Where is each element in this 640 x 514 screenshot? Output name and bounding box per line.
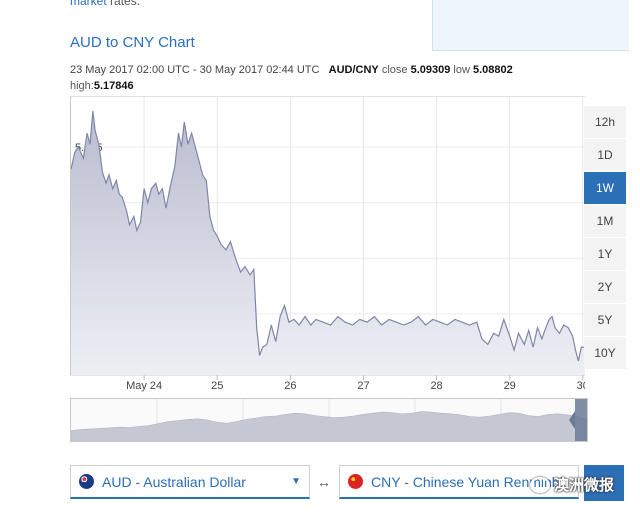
range-button-1d[interactable]: 1D: [584, 139, 626, 171]
range-button-2y[interactable]: 2Y: [584, 271, 626, 303]
x-tick-label: 30: [577, 380, 585, 392]
navigator-handle-icon: [569, 411, 587, 429]
navigator-window: [575, 399, 587, 441]
navigator-area: [71, 411, 587, 441]
market-link[interactable]: market: [70, 0, 107, 8]
x-tick-label: 29: [504, 380, 516, 392]
date-range: 23 May 2017 02:00 UTC - 30 May 2017 02:4…: [70, 64, 320, 76]
to-currency-label: CNY - Chinese Yuan Renminbi: [371, 473, 563, 490]
range-selector: 12h 1D 1W 1M 1Y 2Y 5Y 10Y: [584, 106, 626, 370]
range-button-5y[interactable]: 5Y: [584, 304, 626, 336]
low-value: 5.08802: [472, 64, 513, 76]
high-label: high: [70, 80, 91, 92]
chart-plot-area[interactable]: 5.1655.1455.1255.1055.085May 24252627282…: [70, 96, 585, 392]
to-currency-select[interactable]: CNY - Chinese Yuan Renminbi: [339, 465, 579, 499]
high-value: 5.17846: [93, 80, 134, 92]
navigator-svg: [71, 399, 587, 441]
china-flag-icon: [348, 474, 363, 489]
x-tick-label: May 24: [126, 380, 162, 392]
side-panel: [432, 0, 629, 51]
main-chart-svg: 5.1655.1455.1255.1055.085May 24252627282…: [71, 97, 585, 392]
swap-currencies-button[interactable]: ↔: [317, 474, 331, 490]
range-button-1w[interactable]: 1W: [584, 172, 626, 204]
watermark-text: 澳洲微报: [554, 477, 615, 494]
chevron-down-icon: ▼: [291, 476, 301, 487]
range-button-12h[interactable]: 12h: [584, 106, 626, 138]
range-button-1m[interactable]: 1M: [584, 205, 626, 237]
range-button-10y[interactable]: 10Y: [584, 337, 626, 369]
price-area: [71, 110, 585, 376]
watermark: 澳洲微报: [530, 474, 614, 495]
price-line: [71, 110, 585, 362]
rates-note-text: rates.: [110, 0, 141, 8]
close-value: 5.09309: [410, 64, 451, 76]
x-tick-label: 27: [357, 380, 369, 392]
currency-pair: AUD/CNY: [328, 64, 379, 76]
chart-meta: 23 May 2017 02:00 UTC - 30 May 2017 02:4…: [70, 64, 513, 92]
chart-title: AUD to CNY Chart: [70, 34, 195, 51]
convert-button[interactable]: [584, 465, 624, 501]
rates-note: market rates.: [70, 0, 140, 8]
range-button-1y[interactable]: 1Y: [584, 238, 626, 270]
close-label: close: [381, 64, 408, 76]
australia-flag-icon: [79, 474, 94, 489]
from-currency-select[interactable]: AUD - Australian Dollar ▼: [70, 465, 310, 499]
from-currency-label: AUD - Australian Dollar: [102, 473, 246, 490]
x-tick-label: 28: [430, 380, 442, 392]
low-label: low: [453, 64, 470, 76]
chart-navigator[interactable]: [70, 398, 588, 442]
x-tick-label: 26: [284, 380, 296, 392]
x-tick-label: 25: [211, 380, 223, 392]
wechat-icon: [530, 476, 550, 493]
